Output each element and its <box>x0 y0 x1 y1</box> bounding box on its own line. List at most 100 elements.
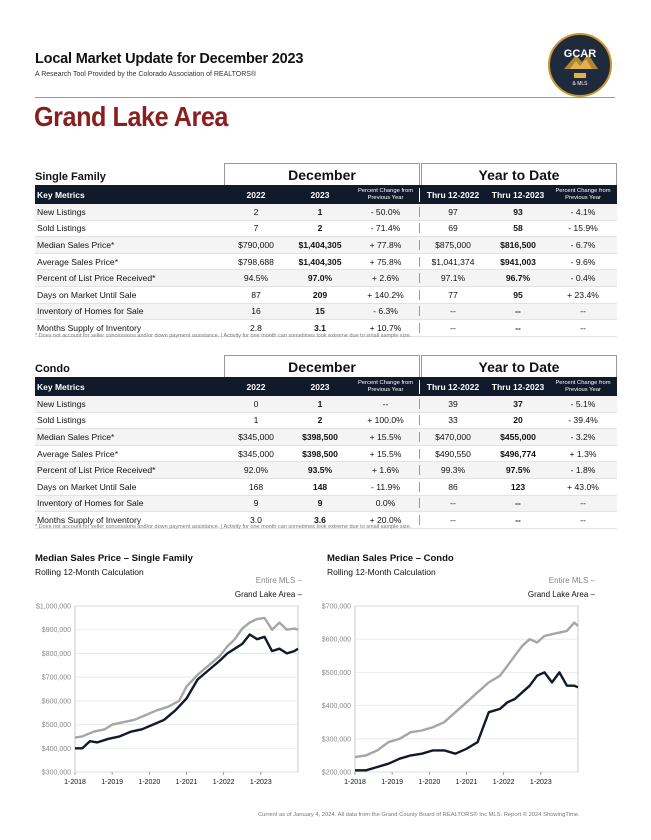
x-tick-label: 1-2018 <box>64 779 86 786</box>
metric-value: - 3.2% <box>570 431 596 442</box>
metric-value: 2 <box>317 223 323 234</box>
metric-value: 97.5% <box>505 465 531 476</box>
x-tick-label: 1-2019 <box>101 779 123 786</box>
metric-label: New Listings <box>37 206 86 217</box>
metric-value: $1,404,305 <box>298 256 342 267</box>
y-tick-label: $600,000 <box>42 698 71 705</box>
table-row: New Listings 0 1 -- 39 37 - 5.1% <box>35 396 617 413</box>
section-label: Condo <box>35 363 70 375</box>
x-tick-label: 1-2020 <box>418 779 440 786</box>
legend-grand-lake: Grand Lake Area – <box>527 590 595 599</box>
legend-grand-lake: Grand Lake Area – <box>234 590 302 599</box>
metric-value: $490,550 <box>435 448 471 459</box>
metric-value: $398,500 <box>302 431 338 442</box>
metric-value: $798,688 <box>238 256 274 267</box>
col-thru-prev: Thru 12-2022 <box>426 189 480 200</box>
table-row: Percent of List Price Received* 92.0% 93.5… <box>35 462 617 479</box>
table-row: Average Sales Price* $345,000 $398,500 + 15… <box>35 446 617 463</box>
metric-value: + 15.5% <box>352 448 420 459</box>
header-divider <box>35 97 615 98</box>
metric-value: - 71.4% <box>352 223 420 234</box>
metric-value: - 11.9% <box>352 481 420 492</box>
metric-value: + 43.0% <box>567 481 599 492</box>
y-tick-label: $300,000 <box>322 736 351 743</box>
metric-value: 96.7% <box>505 273 531 284</box>
metric-value: 9 <box>317 498 323 509</box>
metric-value: + 20.0% <box>352 514 420 525</box>
metric-value: -- <box>515 322 521 333</box>
metric-label: Inventory of Homes for Sale <box>37 498 144 509</box>
y-tick-label: $700,000 <box>42 675 71 682</box>
table-row: Sold Listings 1 2 + 100.0% 33 20 - 39.4% <box>35 413 617 430</box>
table-row: Days on Market Until Sale 168 148 - 11.9% 86… <box>35 479 617 496</box>
metric-value: 92.0% <box>243 465 269 476</box>
x-tick-label: 1-2021 <box>176 779 198 786</box>
col-thru-curr: Thru 12-2023 <box>491 381 545 392</box>
metric-value: 94.5% <box>243 273 269 284</box>
metric-value: + 2.6% <box>352 273 420 284</box>
metric-value: $345,000 <box>238 431 274 442</box>
metric-value: -- <box>580 514 586 525</box>
x-tick-label: 1-2023 <box>530 779 552 786</box>
col-pct-change-ytd: Percent Change from Previous Year <box>555 379 611 393</box>
metric-label: Months Supply of Inventory <box>37 514 142 525</box>
plot-frame <box>354 605 579 773</box>
table-footnote: * Does not account for seller concession… <box>35 333 412 339</box>
report-footer: Current as of January 4, 2024. All data … <box>258 812 580 818</box>
metric-value: - 39.4% <box>568 415 598 426</box>
metric-value: 33 <box>448 415 458 426</box>
table-row: Average Sales Price* $798,688 $1,404,305 + … <box>35 254 617 271</box>
area-title: Grand Lake Area <box>34 101 229 132</box>
x-tick-label: 1-2021 <box>456 779 478 786</box>
metric-value: + 1.6% <box>352 465 420 476</box>
metric-value: + 77.8% <box>352 239 420 250</box>
y-tick-label: $400,000 <box>42 746 71 753</box>
group-ytd: Year to Date <box>421 355 617 377</box>
table-row: Days on Market Until Sale 87 209 + 140.2% 77… <box>35 287 617 304</box>
metric-value: - 0.4% <box>570 273 596 284</box>
metric-value: - 9.6% <box>570 256 596 267</box>
single-family-table: Single Family December Year to Date Key … <box>35 163 617 337</box>
y-tick-label: $400,000 <box>322 703 351 710</box>
y-tick-label: $600,000 <box>322 637 351 644</box>
table-row: Sold Listings 7 2 - 71.4% 69 58 - 15.9% <box>35 221 617 238</box>
y-tick-label: $900,000 <box>42 627 71 634</box>
y-tick-label: $500,000 <box>42 722 71 729</box>
metric-value: 123 <box>510 481 526 492</box>
metric-value: 20 <box>513 415 523 426</box>
metric-value: -- <box>450 306 456 317</box>
metric-value: 15 <box>315 306 325 317</box>
group-ytd: Year to Date <box>421 163 617 185</box>
metric-value: $345,000 <box>238 448 274 459</box>
metric-value: 2.8 <box>250 322 262 333</box>
metric-value: - 6.3% <box>352 306 420 317</box>
x-tick-label: 1-2020 <box>138 779 160 786</box>
chart-title: Median Sales Price – Single Family <box>35 553 193 564</box>
x-tick-label: 1-2018 <box>344 779 366 786</box>
group-month: December <box>224 163 420 185</box>
metric-value: + 23.4% <box>567 289 599 300</box>
metric-value: 7 <box>253 223 259 234</box>
metric-label: New Listings <box>37 398 86 409</box>
series-line-entire-mls <box>354 621 579 759</box>
chart-single-family: $300,000 $400,000 $500,000 $600,000 $700,000… <box>36 604 299 786</box>
col-curr-year: 2023 <box>310 381 330 392</box>
metric-value: -- <box>450 498 456 509</box>
logo-subtext: & MLS <box>572 81 588 87</box>
series-line-entire-mls <box>74 616 299 739</box>
metric-value: - 6.7% <box>570 239 596 250</box>
metric-label: Sold Listings <box>37 415 86 426</box>
metric-value: 77 <box>448 289 458 300</box>
metric-value: 99.3% <box>440 465 466 476</box>
table-row: Percent of List Price Received* 94.5% 97.0… <box>35 270 617 287</box>
metric-value: + 15.5% <box>352 431 420 442</box>
metric-value: 1 <box>317 206 323 217</box>
metric-value: 0.0% <box>352 498 420 509</box>
metric-value: - 1.8% <box>570 465 596 476</box>
metric-label: Median Sales Price* <box>37 239 115 250</box>
x-tick-label: 1-2019 <box>381 779 403 786</box>
table-row: Median Sales Price* $345,000 $398,500 + 15.… <box>35 429 617 446</box>
table-header-row: Key Metrics 2022 2023 Percent Change fro… <box>35 185 617 204</box>
chart-title: Median Sales Price – Condo <box>327 553 454 564</box>
y-tick-label: $1,000,000 <box>36 604 71 611</box>
